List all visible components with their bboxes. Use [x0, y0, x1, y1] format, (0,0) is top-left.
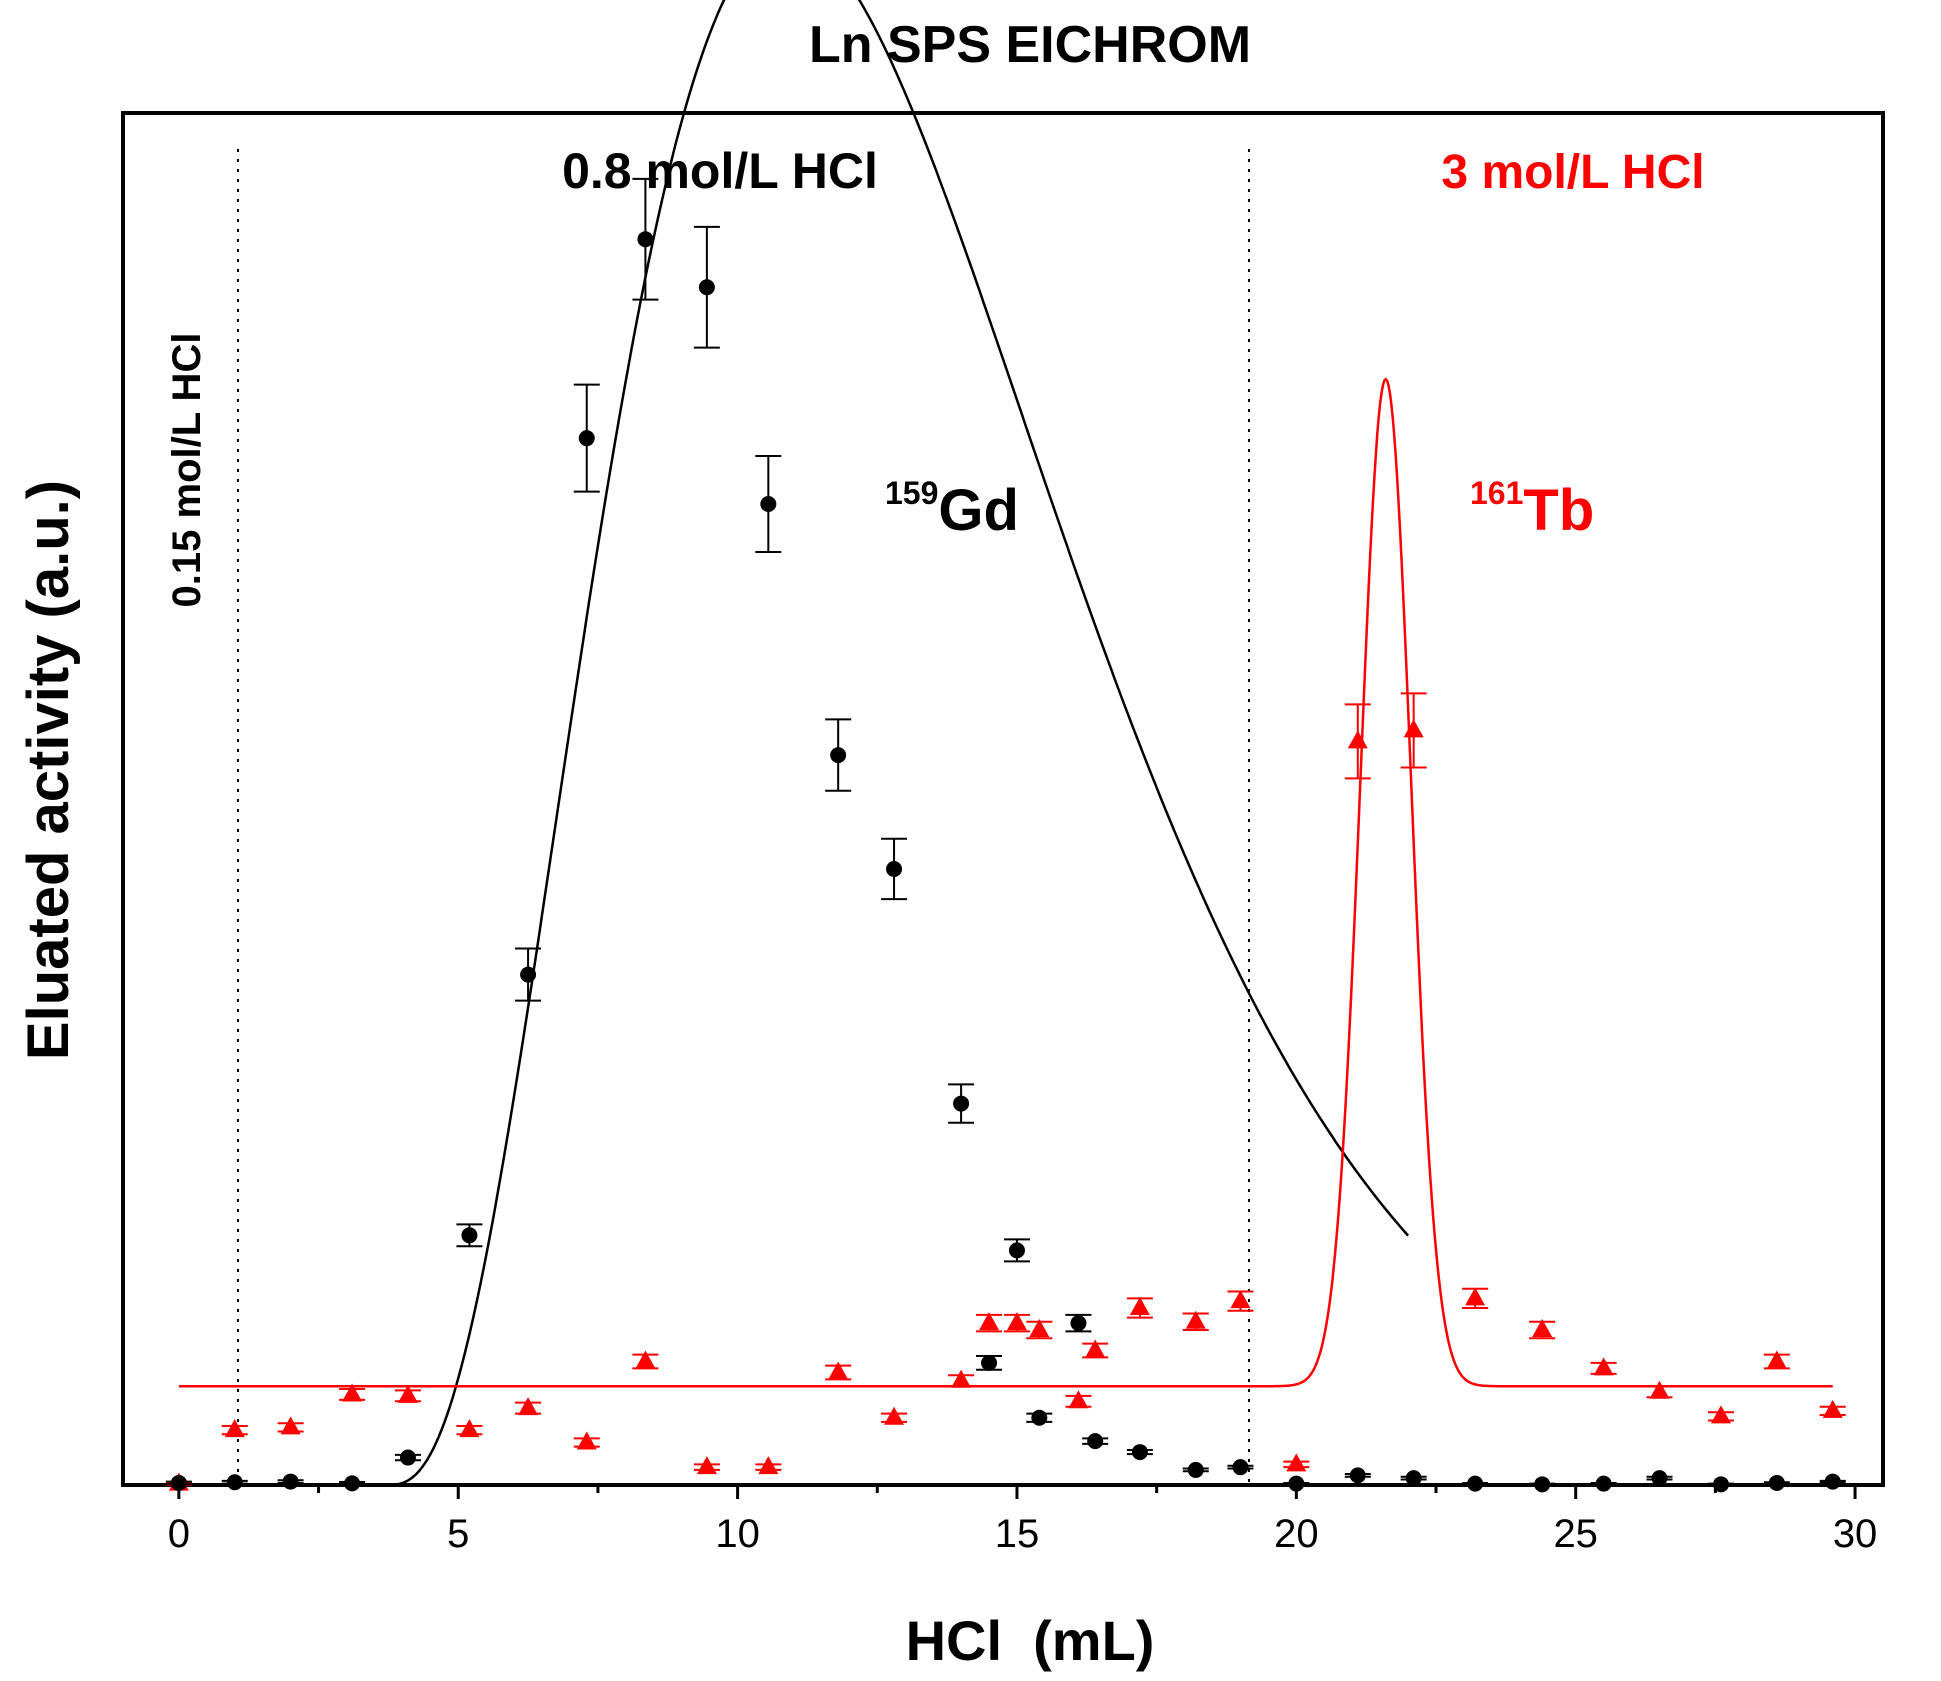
x-tick-label: 10: [715, 1512, 760, 1556]
tb-data-point: [1763, 1350, 1790, 1370]
tb-data-point: [1227, 1290, 1254, 1312]
gd-data-point: [1227, 1459, 1254, 1476]
tb-data-point: [948, 1369, 975, 1388]
gd-data-point: [693, 225, 720, 349]
gd-data-point: [221, 1474, 248, 1491]
tb-element-symbol: Tb: [1523, 478, 1594, 543]
tb-data-point: [1344, 703, 1371, 780]
x-tick-label: 0: [168, 1512, 190, 1556]
tb-data-point: [339, 1383, 366, 1402]
tb-data-point: [1646, 1380, 1673, 1399]
tb-data-point: [1819, 1399, 1846, 1418]
tb-data-point: [1182, 1310, 1209, 1331]
gd-data-point: [1182, 1461, 1209, 1478]
gd-data-point: [573, 383, 600, 493]
gd-data-point: [394, 1449, 421, 1466]
gd-data-point: [456, 1223, 483, 1248]
tb-data-point: [277, 1416, 304, 1435]
gd-data-point: [1065, 1313, 1092, 1333]
gd-data-point: [825, 718, 852, 792]
gd-data-point: [1026, 1409, 1053, 1426]
gd-data-point: [1819, 1473, 1846, 1490]
gd-data-point: [1003, 1238, 1030, 1263]
gd-data-point: [1763, 1474, 1790, 1491]
tb-data-point: [1003, 1312, 1030, 1333]
tb-data-point: [456, 1419, 483, 1438]
tb-data-point: [1400, 692, 1427, 769]
tb-data-point: [1590, 1357, 1617, 1376]
gd-data-point: [976, 1354, 1003, 1371]
x-tick-label: 30: [1833, 1512, 1878, 1556]
tb-data-point: [881, 1406, 908, 1425]
tb-data-point: [394, 1384, 421, 1403]
tb-data-point: [1462, 1287, 1489, 1310]
tb-fit-curve: [178, 377, 1833, 1388]
gd-data-point: [1646, 1470, 1673, 1487]
tb-data-point: [1026, 1318, 1053, 1340]
region-label-left: 0.15 mol/L HCl: [165, 333, 209, 608]
tb-data-point: [632, 1350, 659, 1370]
tb-data-point: [1065, 1390, 1092, 1409]
gd-data-point: [1590, 1475, 1617, 1492]
y-axis-label: Eluated activity (a.u.): [16, 480, 81, 1060]
tb-data-point: [515, 1397, 542, 1416]
gd-element-symbol: Gd: [938, 478, 1019, 543]
gd-mass-number: 159: [885, 475, 938, 511]
gd-data-point: [1082, 1433, 1109, 1450]
gd-data-point: [1529, 1476, 1556, 1493]
gd-data-point: [1126, 1444, 1153, 1461]
tb-data-point: [573, 1431, 600, 1450]
gd-series-label: 159Gd: [885, 475, 1019, 543]
tb-data-point: [1126, 1297, 1153, 1319]
gd-data-point: [1283, 1475, 1310, 1492]
region-label-right: 3 mol/L HCl: [1441, 146, 1704, 199]
x-axis-ticks: 0 5 10 15 20 25 30: [168, 1485, 1878, 1556]
gd-data-point: [948, 1083, 975, 1124]
gd-data-points: [165, 177, 1846, 1493]
tb-data-point: [693, 1456, 720, 1475]
tb-data-point: [1707, 1405, 1734, 1424]
gd-data-point: [881, 837, 908, 901]
gd-data-point: [1707, 1476, 1734, 1493]
gd-data-point: [632, 177, 659, 301]
gd-data-point: [515, 947, 542, 1002]
tb-data-point: [976, 1312, 1003, 1333]
x-tick-label: 15: [995, 1512, 1040, 1556]
tb-data-point: [1529, 1318, 1556, 1340]
gd-data-point: [755, 455, 782, 554]
tb-data-points: [165, 692, 1846, 1491]
gd-data-point: [277, 1473, 304, 1490]
x-axis-label: HCl (mL): [906, 1609, 1155, 1672]
region-label-middle: 0.8 mol/L HCl: [562, 143, 878, 199]
x-tick-label: 25: [1553, 1512, 1598, 1556]
gd-data-point: [1462, 1475, 1489, 1492]
tb-data-point: [1283, 1453, 1310, 1472]
plot-frame: [121, 111, 1885, 1487]
tb-data-point: [221, 1419, 248, 1438]
tb-mass-number: 161: [1470, 475, 1523, 511]
tb-data-point: [825, 1361, 852, 1381]
gd-data-point: [1344, 1467, 1371, 1484]
gd-data-point: [165, 1474, 192, 1491]
tb-series-label: 161Tb: [1470, 475, 1594, 543]
tb-data-point: [755, 1456, 782, 1475]
chart-title: Ln SPS EICHROM: [809, 16, 1251, 74]
gd-fit-curve: [178, 0, 1410, 1487]
gd-data-point: [1400, 1470, 1427, 1487]
tb-data-point: [1082, 1339, 1109, 1359]
gd-data-point: [339, 1475, 366, 1492]
x-tick-label: 20: [1274, 1512, 1319, 1556]
x-tick-label: 5: [447, 1512, 469, 1556]
